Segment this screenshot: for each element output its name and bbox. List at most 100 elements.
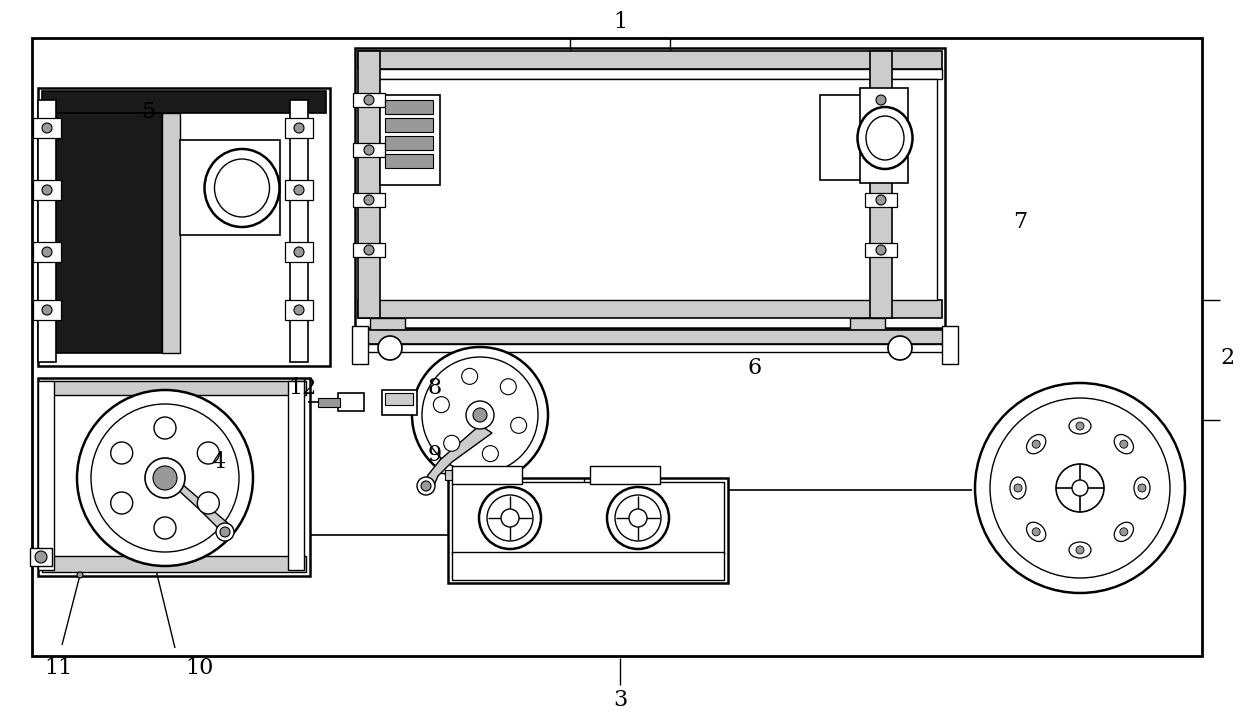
Circle shape — [197, 442, 219, 464]
Ellipse shape — [1135, 477, 1149, 499]
Bar — [32, 38, 1202, 656]
Circle shape — [511, 417, 527, 433]
Circle shape — [378, 336, 402, 360]
Bar — [384, 118, 433, 132]
Ellipse shape — [1069, 542, 1091, 558]
Bar — [33, 242, 61, 262]
Text: 3: 3 — [613, 689, 627, 711]
Bar — [453, 466, 522, 484]
Ellipse shape — [1115, 522, 1133, 542]
Bar — [352, 326, 368, 364]
Text: 1: 1 — [613, 11, 627, 33]
Ellipse shape — [608, 487, 670, 549]
Circle shape — [365, 245, 374, 255]
Circle shape — [1056, 464, 1104, 512]
Text: 9: 9 — [428, 444, 443, 466]
Bar — [870, 51, 892, 318]
Circle shape — [42, 185, 52, 195]
Bar — [370, 318, 405, 330]
Bar — [285, 300, 312, 320]
Bar — [453, 482, 724, 554]
Bar — [440, 455, 495, 473]
Text: 6: 6 — [748, 357, 763, 379]
Polygon shape — [422, 425, 492, 490]
Circle shape — [365, 145, 374, 155]
Ellipse shape — [205, 149, 279, 227]
Ellipse shape — [1027, 435, 1045, 454]
Bar — [353, 93, 384, 107]
Text: 7: 7 — [1013, 211, 1027, 233]
Bar — [849, 318, 885, 330]
Bar — [448, 478, 728, 583]
Circle shape — [365, 195, 374, 205]
Circle shape — [35, 551, 47, 563]
Bar — [353, 243, 384, 257]
Circle shape — [500, 379, 516, 395]
Bar — [866, 143, 897, 157]
Bar — [30, 548, 52, 566]
Ellipse shape — [479, 487, 541, 549]
Ellipse shape — [215, 159, 269, 217]
Circle shape — [629, 509, 647, 527]
Circle shape — [422, 357, 538, 473]
Circle shape — [294, 185, 304, 195]
Circle shape — [77, 572, 83, 578]
Bar — [379, 95, 440, 185]
Circle shape — [975, 383, 1185, 593]
Circle shape — [1120, 528, 1128, 536]
Ellipse shape — [1115, 435, 1133, 454]
Circle shape — [1014, 484, 1022, 492]
Circle shape — [875, 95, 887, 105]
Circle shape — [875, 195, 887, 205]
Bar — [358, 69, 942, 79]
Text: 5: 5 — [141, 101, 155, 123]
Ellipse shape — [487, 495, 533, 541]
Circle shape — [990, 398, 1171, 578]
Circle shape — [110, 442, 133, 464]
Circle shape — [42, 247, 52, 257]
Bar — [358, 51, 379, 318]
Bar — [942, 326, 959, 364]
Bar — [42, 91, 326, 113]
Bar — [38, 88, 330, 366]
Bar — [384, 136, 433, 150]
Bar — [353, 143, 384, 157]
Ellipse shape — [1011, 477, 1025, 499]
Bar — [355, 48, 945, 328]
Circle shape — [154, 517, 176, 539]
Bar — [38, 378, 310, 576]
Bar — [384, 100, 433, 114]
Circle shape — [153, 466, 177, 490]
Circle shape — [417, 477, 435, 495]
Bar — [820, 95, 875, 180]
Bar — [285, 118, 312, 138]
Bar — [180, 140, 280, 235]
Circle shape — [1032, 440, 1040, 448]
Bar — [384, 154, 433, 168]
Text: 10: 10 — [186, 657, 215, 679]
Circle shape — [482, 445, 498, 461]
Circle shape — [216, 523, 234, 541]
Circle shape — [154, 417, 176, 439]
Circle shape — [422, 481, 432, 491]
Bar — [38, 381, 55, 570]
Circle shape — [42, 123, 52, 133]
Bar — [590, 466, 660, 484]
Bar — [356, 330, 946, 344]
Text: 8: 8 — [428, 377, 443, 399]
Bar — [42, 113, 162, 353]
Circle shape — [1076, 422, 1084, 430]
Bar — [42, 381, 306, 395]
Circle shape — [1073, 480, 1087, 496]
Text: 2: 2 — [1221, 347, 1235, 369]
Bar — [866, 193, 897, 207]
Bar — [453, 552, 724, 580]
Text: 11: 11 — [43, 657, 72, 679]
Text: 4: 4 — [211, 451, 226, 473]
Bar — [285, 180, 312, 200]
Bar — [33, 180, 61, 200]
Bar — [866, 243, 897, 257]
Circle shape — [461, 368, 477, 384]
Circle shape — [433, 396, 449, 413]
Circle shape — [875, 145, 887, 155]
